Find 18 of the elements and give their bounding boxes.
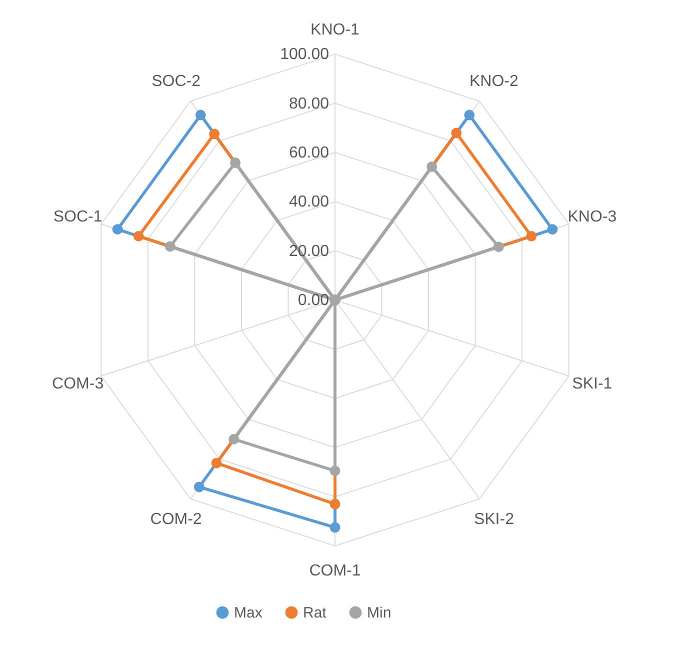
spoke-label: COM-2 <box>150 510 202 528</box>
spoke-label: COM-3 <box>52 376 104 393</box>
spoke-label: KNO-3 <box>568 208 617 226</box>
y-tick-label: 0.00 <box>298 292 330 309</box>
y-tick-label: 40.00 <box>288 194 330 211</box>
legend-label: Max <box>234 604 263 622</box>
spoke-label: SKI-2 <box>474 510 514 528</box>
y-tick-label: 60.00 <box>288 144 330 162</box>
spoke-label: COM-1 <box>309 562 361 580</box>
y-tick-label: 100.00 <box>280 46 330 64</box>
y-tick-label: 80.00 <box>288 95 330 112</box>
legend-label: Min <box>367 604 392 622</box>
spoke-label: KNO-1 <box>310 22 360 39</box>
spoke-label: SOC-1 <box>53 208 102 226</box>
spoke-label: SOC-2 <box>152 73 201 90</box>
spoke-label: SKI-1 <box>572 376 612 393</box>
legend-label: Rat <box>303 604 328 622</box>
spoke-label: KNO-2 <box>469 73 518 90</box>
